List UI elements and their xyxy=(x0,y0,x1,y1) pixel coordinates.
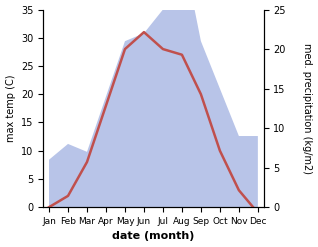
Y-axis label: max temp (C): max temp (C) xyxy=(5,75,16,142)
Y-axis label: med. precipitation (kg/m2): med. precipitation (kg/m2) xyxy=(302,43,313,174)
X-axis label: date (month): date (month) xyxy=(112,231,195,242)
